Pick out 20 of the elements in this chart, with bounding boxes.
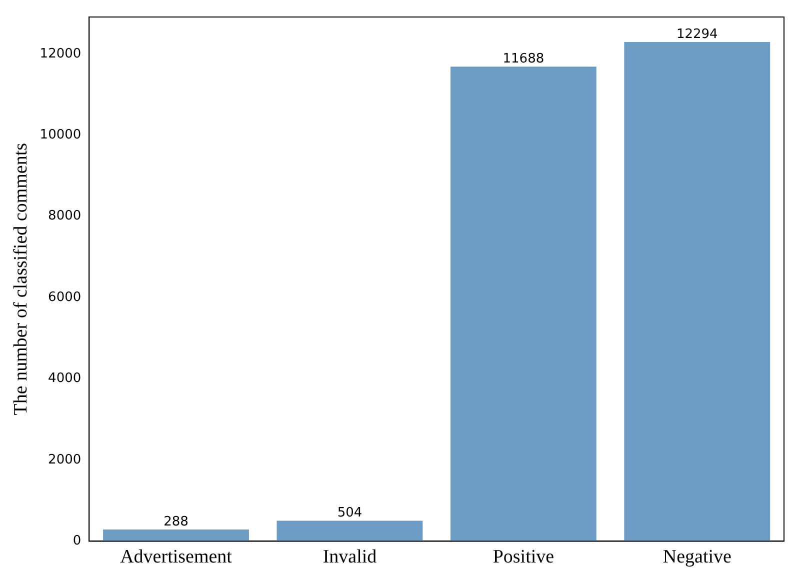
y-tick-label: 4000 [48, 371, 82, 386]
data-label: 504 [337, 506, 362, 521]
bar [624, 42, 770, 542]
data-label: 11688 [502, 51, 544, 66]
y-tick-label: 6000 [48, 290, 82, 305]
bar [103, 530, 249, 542]
y-tick-label: 2000 [48, 452, 82, 468]
y-tick-label: 0 [72, 534, 82, 549]
x-tick-label: Positive [492, 546, 554, 568]
y-tick-label: 12000 [40, 46, 82, 62]
y-axis-title: The number of classified comments [10, 142, 32, 416]
bar [276, 520, 423, 542]
x-tick-label: Invalid [322, 546, 378, 568]
data-label: 288 [164, 514, 188, 530]
data-label: 12294 [676, 26, 718, 42]
y-tick-label: 10000 [40, 128, 82, 142]
x-tick-label: Advertisement [120, 546, 233, 568]
y-tick-label: 8000 [48, 208, 82, 224]
bar [450, 66, 596, 542]
x-tick-label: Negative [662, 546, 732, 568]
